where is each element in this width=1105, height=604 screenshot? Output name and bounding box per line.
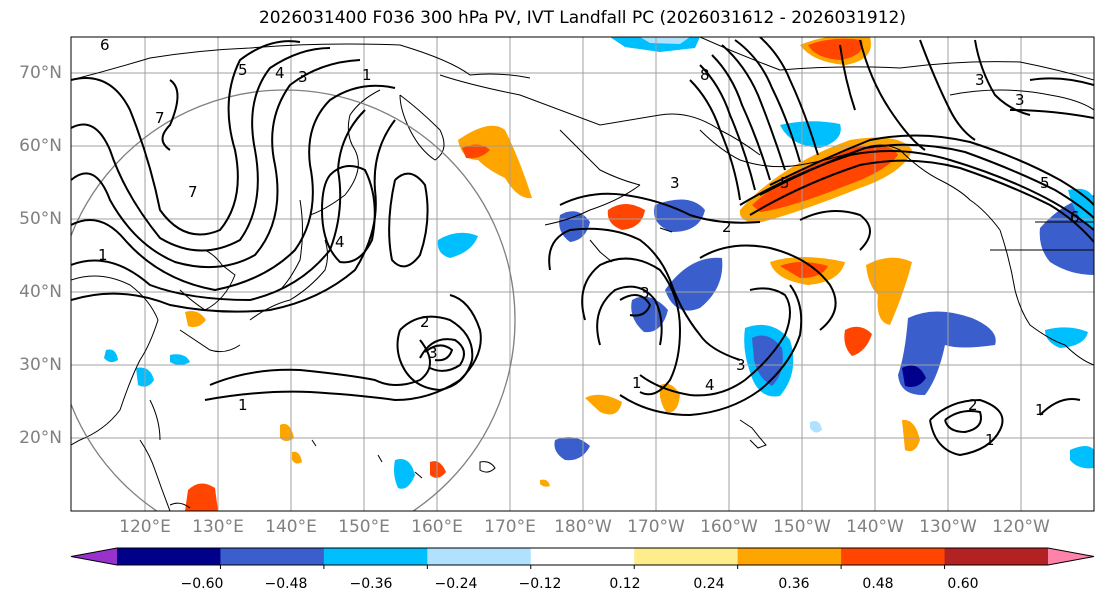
contour-label: 2 <box>968 396 978 414</box>
colorbar-tick-label: 0.60 <box>947 576 979 592</box>
contour-label: 6 <box>100 36 110 54</box>
contour-label: 7 <box>155 109 165 127</box>
colorbar-tick-label: −0.12 <box>518 576 562 592</box>
colorbar-tick-label: 0.12 <box>609 576 641 592</box>
map-title: 2026031400 F036 300 hPa PV, IVT Landfall… <box>258 8 906 28</box>
lon-label: 140°W <box>846 517 904 537</box>
lon-label: 120°W <box>992 517 1050 537</box>
contour-label: 4 <box>275 64 285 82</box>
contour-label: 1 <box>362 66 372 84</box>
contour-label: 3 <box>298 68 308 86</box>
positive-anomaly-shading <box>185 37 920 511</box>
colorbar-segment <box>427 548 532 565</box>
colorbar-segment <box>841 548 946 565</box>
colorbar-segment <box>117 548 221 565</box>
contour-label: 5 <box>238 61 248 79</box>
lon-label: 130°E <box>192 517 244 537</box>
colorbar-tick-label: 0.36 <box>778 576 810 592</box>
lat-label: 30°N <box>19 355 62 375</box>
pv-contours <box>71 37 1094 457</box>
colorbar-segment <box>220 548 325 565</box>
lon-label: 160°E <box>411 517 463 537</box>
lon-label: 180°W <box>554 517 612 537</box>
negative-anomaly-shading <box>104 37 1094 489</box>
lon-label: 130°W <box>919 517 977 537</box>
lon-label: 150°W <box>773 517 831 537</box>
colorbar-tick-label: −0.48 <box>264 576 308 592</box>
colorbar <box>70 547 1095 569</box>
contour-label: 1 <box>238 396 248 414</box>
reference-circle <box>71 89 516 511</box>
colorbar-segment <box>634 548 739 565</box>
contour-label: 4 <box>705 376 715 394</box>
colorbar-tick-label: 0.24 <box>693 576 725 592</box>
contour-label: 1 <box>1035 401 1045 419</box>
contour-label: 5 <box>780 174 790 192</box>
contour-label: 3 <box>640 284 650 302</box>
contour-labels: 6 5 4 3 1 7 7 1 4 2 3 1 8 5 3 3 2 1 4 3 … <box>98 36 1080 449</box>
colorbar-tick-label: −0.24 <box>434 576 478 592</box>
contour-label: 3 <box>670 174 680 192</box>
contour-label: 3 <box>1015 91 1025 109</box>
colorbar-tick-label: 0.48 <box>862 576 894 592</box>
colorbar-tick-label: −0.36 <box>349 576 393 592</box>
colorbar-segment <box>323 548 428 565</box>
map-frame <box>70 36 1095 512</box>
contour-label: 1 <box>98 246 108 264</box>
lat-label: 50°N <box>19 209 62 229</box>
contour-label: 4 <box>335 233 345 251</box>
lat-label: 40°N <box>19 282 62 302</box>
lon-label: 170°E <box>484 517 536 537</box>
contour-label: 7 <box>188 183 198 201</box>
contour-label: 3 <box>428 344 438 362</box>
contour-label: 5 <box>1040 174 1050 192</box>
contour-label: 1 <box>632 374 642 392</box>
lon-label: 160°W <box>700 517 758 537</box>
lon-label: 170°W <box>627 517 685 537</box>
lon-label: 140°E <box>265 517 317 537</box>
islands <box>169 227 767 509</box>
lon-label: 120°E <box>119 517 171 537</box>
colorbar-segment <box>530 548 635 565</box>
lat-label: 70°N <box>19 63 62 83</box>
contour-label: 3 <box>736 356 746 374</box>
contour-label: 8 <box>700 66 710 84</box>
contour-label: 3 <box>975 71 985 89</box>
contour-label: 2 <box>420 313 430 331</box>
colorbar-segment <box>944 548 1049 565</box>
contour-label: 6 <box>1070 208 1080 226</box>
colorbar-tick-label: −0.60 <box>180 576 224 592</box>
lat-label: 20°N <box>19 428 62 448</box>
colorbar-extend-low <box>71 548 117 565</box>
colorbar-outline <box>70 547 1095 566</box>
colorbar-segment <box>737 548 842 565</box>
lat-label: 60°N <box>19 136 62 156</box>
contour-label: 1 <box>985 431 995 449</box>
contour-label: 2 <box>722 218 732 236</box>
lon-label: 150°E <box>338 517 390 537</box>
colorbar-extend-high <box>1048 548 1094 565</box>
